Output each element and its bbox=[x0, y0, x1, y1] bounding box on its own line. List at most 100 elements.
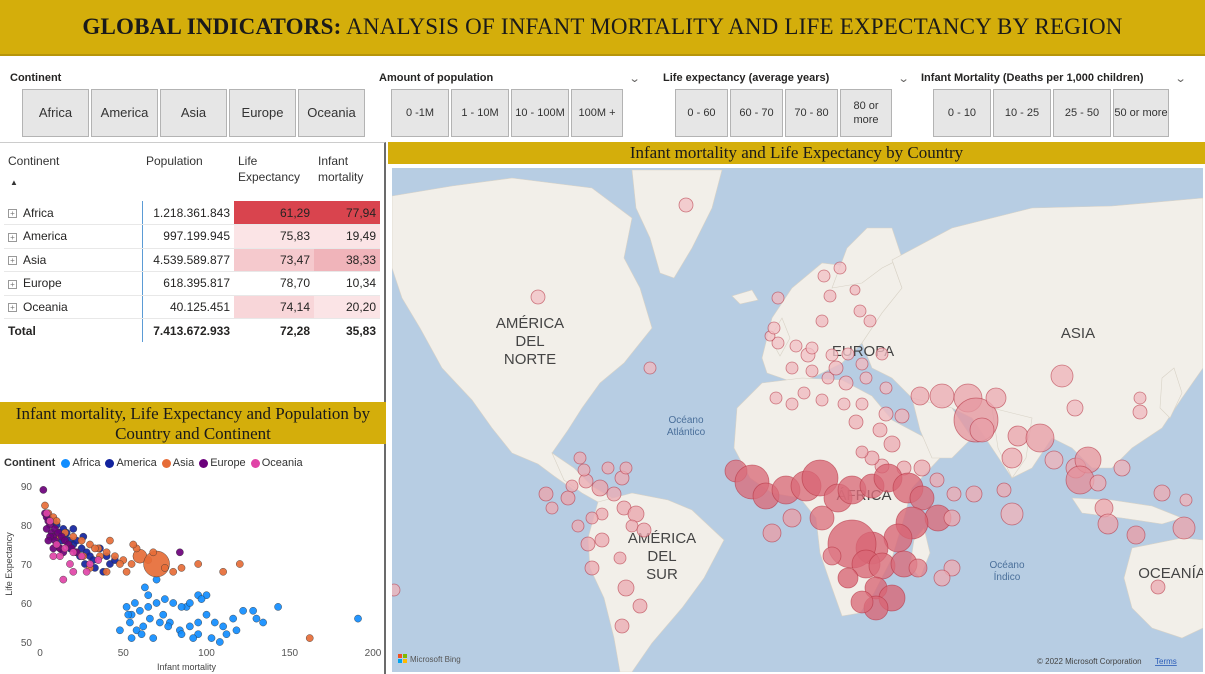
country-bubble[interactable] bbox=[809, 505, 835, 531]
country-bubble[interactable] bbox=[1000, 502, 1024, 526]
continent-option-asia[interactable]: Asia bbox=[160, 89, 227, 137]
country-bubble[interactable] bbox=[591, 479, 609, 497]
country-bubble[interactable] bbox=[828, 360, 844, 376]
row-continent[interactable]: + Oceania bbox=[4, 295, 143, 319]
country-bubble[interactable] bbox=[1132, 404, 1148, 420]
country-bubble[interactable] bbox=[530, 289, 546, 305]
column-header-infant-mortality[interactable]: Infant mortality bbox=[318, 154, 364, 184]
country-bubble[interactable] bbox=[797, 386, 811, 400]
country-bubble[interactable] bbox=[632, 598, 648, 614]
chevron-down-icon[interactable]: ⌄ bbox=[628, 72, 641, 85]
country-bubble[interactable] bbox=[1001, 447, 1023, 469]
legend-item-oceania[interactable]: Oceania bbox=[250, 457, 303, 469]
country-bubble[interactable] bbox=[933, 569, 951, 587]
country-bubble[interactable] bbox=[913, 459, 931, 477]
country-bubble[interactable] bbox=[613, 551, 627, 565]
country-bubble[interactable] bbox=[1150, 579, 1166, 595]
country-bubble[interactable] bbox=[894, 408, 910, 424]
country-bubble[interactable] bbox=[1066, 399, 1084, 417]
continent-option-africa[interactable]: Africa bbox=[22, 89, 89, 137]
country-bubble[interactable] bbox=[678, 197, 694, 213]
country-bubble[interactable] bbox=[617, 579, 635, 597]
country-bubble[interactable] bbox=[855, 445, 869, 459]
country-bubble[interactable] bbox=[601, 461, 615, 475]
continent-option-europe[interactable]: Europe bbox=[229, 89, 296, 137]
country-bubble[interactable] bbox=[580, 536, 596, 552]
country-bubble[interactable] bbox=[1126, 525, 1146, 545]
country-bubble[interactable] bbox=[859, 371, 873, 385]
life-option-70-80[interactable]: 70 - 80 bbox=[785, 89, 838, 137]
country-bubble[interactable] bbox=[805, 364, 819, 378]
country-bubble[interactable] bbox=[943, 509, 961, 527]
country-bubble[interactable] bbox=[910, 386, 930, 406]
population-option-0-1m[interactable]: 0 -1M bbox=[391, 89, 449, 137]
country-bubble[interactable] bbox=[1113, 459, 1131, 477]
country-bubble[interactable] bbox=[855, 397, 869, 411]
infant-option-10-25[interactable]: 10 - 25 bbox=[993, 89, 1051, 137]
country-bubble[interactable] bbox=[769, 391, 783, 405]
country-bubble[interactable] bbox=[565, 479, 579, 493]
country-bubble[interactable] bbox=[585, 511, 599, 525]
table-row[interactable]: + America 997.199.945 75,83 19,49 bbox=[4, 224, 380, 249]
life-option-80-plus[interactable]: 80 or more bbox=[840, 89, 892, 137]
country-bubble[interactable] bbox=[594, 532, 610, 548]
country-bubble[interactable] bbox=[823, 289, 837, 303]
country-bubble[interactable] bbox=[767, 321, 781, 335]
expand-icon[interactable]: + bbox=[8, 232, 17, 242]
country-bubble[interactable] bbox=[571, 519, 585, 533]
country-bubble[interactable] bbox=[1172, 516, 1196, 540]
legend-item-europe[interactable]: Europe bbox=[199, 457, 246, 469]
country-bubble[interactable] bbox=[821, 371, 835, 385]
expand-icon[interactable]: + bbox=[8, 256, 17, 266]
country-bubble[interactable] bbox=[643, 361, 657, 375]
country-bubble[interactable] bbox=[838, 375, 854, 391]
country-bubble[interactable] bbox=[560, 490, 576, 506]
chevron-down-icon[interactable]: ⌄ bbox=[897, 72, 910, 85]
country-bubble[interactable] bbox=[785, 361, 799, 375]
legend-item-asia[interactable]: Asia bbox=[161, 457, 194, 469]
legend-item-africa[interactable]: Africa bbox=[61, 457, 100, 469]
country-bubble[interactable] bbox=[965, 485, 983, 503]
column-header-life-expectancy[interactable]: Life Expectancy bbox=[238, 154, 301, 184]
country-bubble[interactable] bbox=[815, 393, 829, 407]
country-bubble[interactable] bbox=[619, 461, 633, 475]
country-bubble[interactable] bbox=[909, 485, 935, 511]
country-bubble[interactable] bbox=[864, 450, 880, 466]
row-continent[interactable]: + Asia bbox=[4, 248, 143, 272]
table-row[interactable]: + Europe 618.395.817 78,70 10,34 bbox=[4, 271, 380, 296]
country-bubble[interactable] bbox=[762, 523, 782, 543]
country-bubble[interactable] bbox=[538, 486, 554, 502]
country-bubble[interactable] bbox=[771, 291, 785, 305]
country-bubble[interactable] bbox=[850, 590, 874, 614]
country-bubble[interactable] bbox=[1097, 513, 1119, 535]
country-bubble[interactable] bbox=[872, 422, 888, 438]
country-bubble[interactable] bbox=[875, 347, 889, 361]
infant-option-50-plus[interactable]: 50 or more bbox=[1113, 89, 1169, 137]
expand-icon[interactable]: + bbox=[8, 279, 17, 289]
country-bubble[interactable] bbox=[771, 336, 785, 350]
country-bubble[interactable] bbox=[817, 269, 831, 283]
country-bubble[interactable] bbox=[625, 519, 639, 533]
country-bubble[interactable] bbox=[578, 473, 594, 489]
country-bubble[interactable] bbox=[1025, 423, 1055, 453]
country-bubble[interactable] bbox=[841, 347, 855, 361]
country-bubble[interactable] bbox=[943, 559, 961, 577]
population-option-10-100m[interactable]: 10 - 100M bbox=[511, 89, 569, 137]
country-bubble[interactable] bbox=[789, 339, 803, 353]
population-option-1-10m[interactable]: 1 - 10M bbox=[451, 89, 509, 137]
country-bubble[interactable] bbox=[614, 618, 630, 634]
country-bubble[interactable] bbox=[863, 314, 877, 328]
life-option-60-70[interactable]: 60 - 70 bbox=[730, 89, 783, 137]
country-bubble[interactable] bbox=[636, 522, 652, 538]
country-bubble[interactable] bbox=[1007, 425, 1029, 447]
country-bubble[interactable] bbox=[825, 348, 839, 362]
country-bubble[interactable] bbox=[878, 406, 894, 422]
country-bubble[interactable] bbox=[833, 261, 847, 275]
continent-option-america[interactable]: America bbox=[91, 89, 158, 137]
country-bubble[interactable] bbox=[545, 501, 559, 515]
table-row[interactable]: + Asia 4.539.589.877 73,47 38,33 bbox=[4, 248, 380, 272]
life-option-0-60[interactable]: 0 - 60 bbox=[675, 89, 728, 137]
country-bubble[interactable] bbox=[392, 583, 401, 597]
country-bubble[interactable] bbox=[1179, 493, 1193, 507]
country-bubble[interactable] bbox=[805, 341, 819, 355]
